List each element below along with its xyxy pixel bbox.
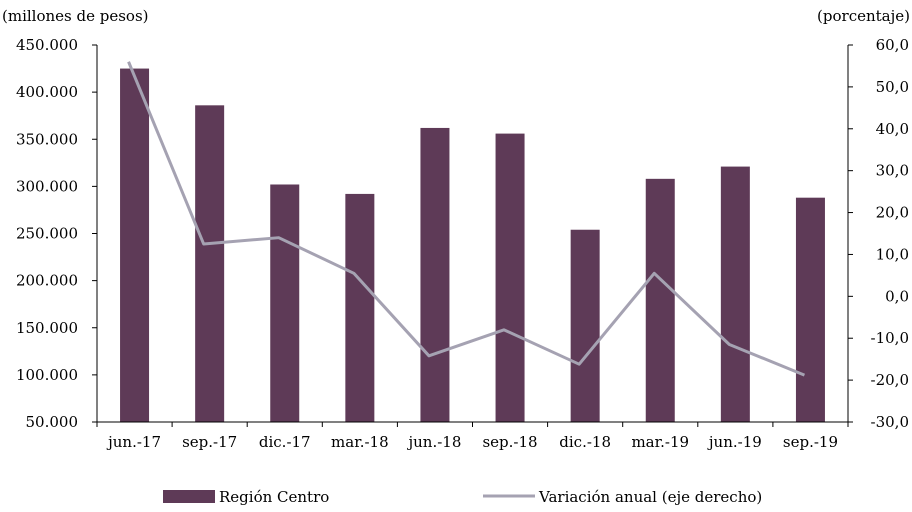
left-tick-label: 100.000 [16, 366, 78, 384]
right-tick-label: -20,0 [871, 371, 909, 389]
line-series [127, 61, 806, 377]
legend-swatch-bar [163, 490, 215, 503]
x-tick-label: dic.-18 [559, 433, 611, 451]
x-tick-label: sep.-18 [482, 433, 537, 451]
left-tick-label: 150.000 [16, 319, 78, 337]
left-tick-label: 400.000 [16, 83, 78, 101]
x-tick-label: dic.-17 [259, 433, 311, 451]
bar [795, 197, 825, 422]
left-tick-label: 350.000 [16, 130, 78, 148]
bar [570, 229, 600, 422]
bar [345, 193, 375, 422]
right-tick-label: 10,0 [876, 245, 909, 263]
bar [270, 184, 300, 422]
line-path [127, 61, 806, 377]
left-axis-ticks: 450.000 400.000 350.000 300.000 250.000 200.0… [16, 36, 97, 431]
right-tick-label: 60,0 [876, 36, 909, 54]
legend: Región Centro Variación anual (eje derec… [163, 488, 762, 506]
right-tick-label: 20,0 [876, 204, 909, 222]
bar [645, 178, 675, 422]
x-tick-label: jun.-17 [106, 433, 161, 451]
right-tick-label: 0,0 [885, 287, 909, 305]
left-axis-unit-label: (millones de pesos) [2, 7, 149, 25]
bar [195, 105, 225, 422]
right-tick-label: -10,0 [871, 329, 909, 347]
bar [420, 127, 450, 422]
bar [120, 68, 150, 422]
right-tick-label: 30,0 [876, 162, 909, 180]
left-tick-label: 250.000 [16, 225, 78, 243]
bar-series [120, 68, 825, 422]
right-tick-label: 50,0 [876, 78, 909, 96]
left-tick-label: 200.000 [16, 272, 78, 290]
x-tick-label: jun.-18 [406, 433, 461, 451]
left-tick-label: 50.000 [26, 413, 79, 431]
right-axis-ticks: 60,0 50,0 40,0 30,0 20,0 10,0 0,0 -10,0 -20,0 -30… [848, 36, 909, 431]
x-tick-label: mar.-19 [631, 433, 689, 451]
right-tick-label: 40,0 [876, 120, 909, 138]
x-tick-label: sep.-19 [783, 433, 838, 451]
legend-label-bar: Región Centro [219, 488, 329, 506]
left-tick-label: 300.000 [16, 177, 78, 195]
left-tick-label: 450.000 [16, 36, 78, 54]
bar [495, 133, 525, 422]
x-tick-label: mar.-18 [331, 433, 389, 451]
right-tick-label: -30,0 [871, 413, 909, 431]
x-axis-ticks: jun.-17 sep.-17 dic.-17 mar.-18 jun.-18 sep.-… [96, 422, 849, 451]
legend-label-line: Variación anual (eje derecho) [538, 488, 762, 506]
bar [720, 166, 750, 422]
x-tick-label: jun.-19 [707, 433, 762, 451]
right-axis-unit-label: (porcentaje) [817, 7, 910, 25]
x-tick-label: sep.-17 [182, 433, 237, 451]
